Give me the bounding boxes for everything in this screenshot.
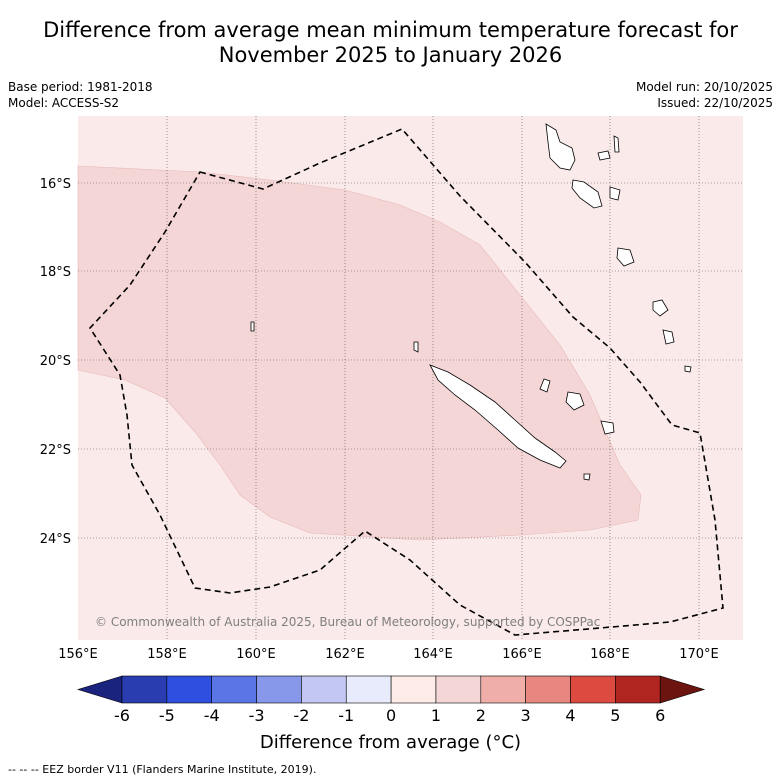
anomaly-region-1-2	[77, 165, 642, 541]
eez-border	[88, 128, 724, 636]
lon-label-1: 158°E	[147, 647, 187, 662]
latitude-labels: 16°S 18°S 20°S 22°S 24°S	[40, 177, 71, 547]
colorbar-tick-7: 1	[431, 706, 441, 725]
base-period: Base period: 1981-2018	[8, 80, 153, 94]
colorbar-bin-10	[525, 675, 571, 704]
lat-label-4: 24°S	[40, 532, 71, 547]
colorbar-tick-9: 3	[521, 706, 531, 725]
colorbar-bin-1	[121, 675, 168, 704]
colorbar-bin-9	[480, 675, 526, 704]
lat-label-2: 20°S	[40, 354, 71, 369]
meta-right: Model run: 20/10/2025 Issued: 22/10/2025	[636, 79, 773, 111]
colorbar-tick-10: 4	[565, 706, 575, 725]
gridlines	[78, 116, 743, 640]
colorbar-tick-11: 5	[610, 706, 620, 725]
colorbar-bin-7	[390, 675, 437, 704]
vanuatu-maewo	[613, 135, 620, 153]
coastlines	[250, 123, 692, 481]
eez-legend: -- -- -- EEZ border V11 (Flanders Marine…	[8, 763, 317, 776]
chart-title: Difference from average mean minimum tem…	[0, 18, 781, 68]
meta-left: Base period: 1981-2018 Model: ACCESS-S2	[8, 79, 153, 111]
colorbar-tick-4: -2	[293, 706, 309, 725]
colorbar-tick-6: 0	[386, 706, 396, 725]
colorbar-bin-3	[211, 675, 257, 704]
lon-label-3: 162°E	[325, 647, 365, 662]
vanuatu-malekula	[597, 150, 611, 161]
lon-label-5: 166°E	[502, 647, 542, 662]
colorbar-tick-2: -4	[204, 706, 220, 725]
colorbar-bin-12	[615, 675, 661, 704]
lon-label-0: 156°E	[58, 647, 98, 662]
colorbar-tick-1: -5	[159, 706, 175, 725]
loyalty-island-ouvea	[539, 378, 551, 393]
model-name: Model: ACCESS-S2	[8, 96, 120, 110]
model-run: Model run: 20/10/2025	[635, 80, 773, 94]
colorbar-tick-3: -3	[249, 706, 265, 725]
vanuatu-aneityum	[684, 365, 692, 373]
lat-label-1: 18°S	[40, 265, 71, 280]
colorbar-tick-8: 2	[476, 706, 486, 725]
vanuatu-epi	[609, 186, 621, 201]
vanuatu-efate	[616, 247, 635, 267]
chesterfield-reef	[250, 321, 255, 332]
title-line-1: Difference from average mean minimum tem…	[43, 18, 738, 42]
title-line-2: November 2025 to January 2026	[218, 43, 563, 67]
lon-label-2: 160°E	[236, 647, 276, 662]
vanuatu-tanna	[662, 329, 675, 345]
colorbar-title: Difference from average (°C)	[259, 732, 522, 753]
colorbar: -6 -5 -4 -3 -2 -1 0 1 2 3 4 5 6	[76, 675, 706, 725]
belep-islands	[413, 341, 419, 353]
issued-date: Issued: 22/10/2025	[657, 96, 773, 110]
vanuatu-espiritu-santo	[545, 123, 576, 171]
colorbar-bin-11	[570, 675, 616, 704]
loyalty-island-lifou	[565, 391, 585, 411]
colorbar-tick-5: -1	[338, 706, 354, 725]
new-caledonia-island	[429, 364, 567, 469]
lat-label-3: 22°S	[40, 443, 71, 458]
colorbar-bin-4	[256, 675, 302, 704]
vanuatu-ambrym	[571, 179, 603, 209]
colorbar-extend-low	[76, 675, 123, 704]
colorbar-bin-2	[166, 675, 213, 704]
lat-label-0: 16°S	[40, 177, 71, 192]
colorbar-extend-high	[659, 675, 706, 704]
colorbar-tick-12: 6	[655, 706, 665, 725]
colorbar-bin-5	[301, 675, 347, 704]
lon-label-6: 168°E	[590, 647, 630, 662]
loyalty-island-mare	[600, 420, 615, 435]
isle-of-pines	[583, 473, 591, 481]
colorbar-tick-0: -6	[114, 706, 130, 725]
copyright-text: © Commonwealth of Australia 2025, Bureau…	[95, 615, 600, 629]
lon-label-4: 164°E	[413, 647, 453, 662]
colorbar-bin-8	[435, 675, 482, 704]
vanuatu-erromango	[652, 299, 669, 317]
longitude-labels: 156°E 158°E 160°E 162°E 164°E 166°E 168°E 170°E	[58, 647, 719, 662]
lon-label-7: 170°E	[679, 647, 719, 662]
colorbar-bin-6	[345, 675, 392, 704]
